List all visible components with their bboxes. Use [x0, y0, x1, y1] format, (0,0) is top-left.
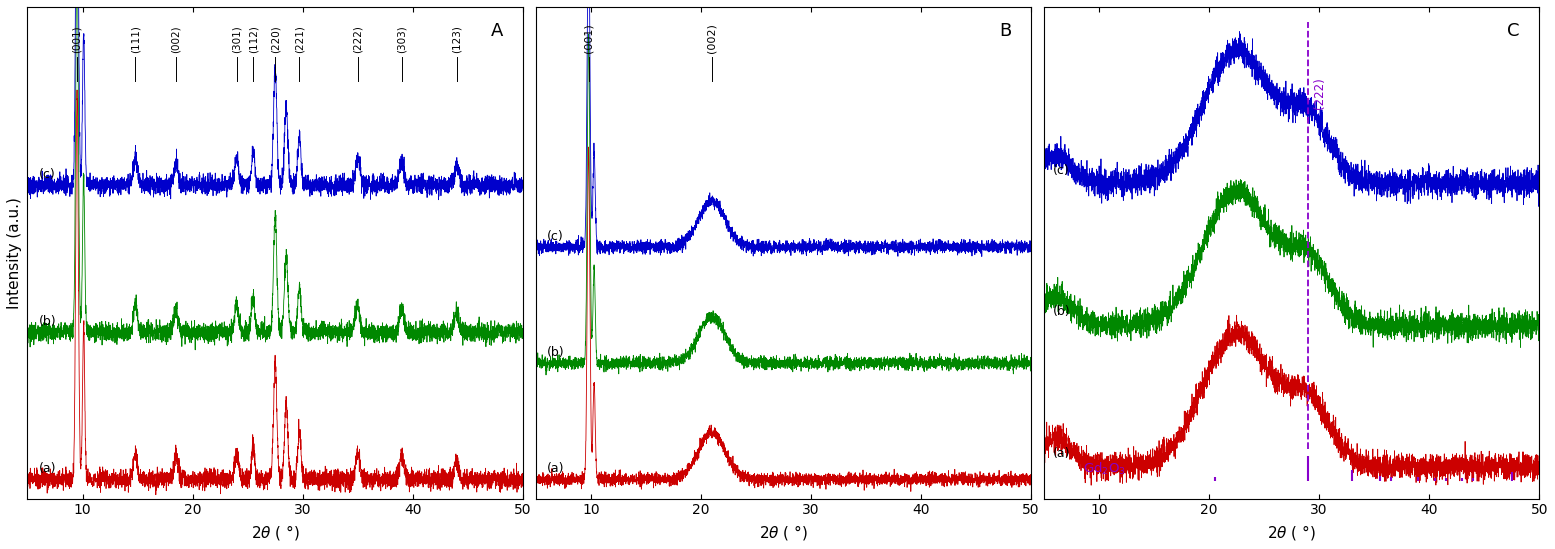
- Text: (a): (a): [39, 462, 56, 475]
- Text: (002): (002): [171, 26, 180, 53]
- Text: (a): (a): [547, 462, 564, 475]
- Text: (001): (001): [583, 24, 594, 53]
- Y-axis label: Intensity (a.u.): Intensity (a.u.): [6, 197, 22, 309]
- X-axis label: $2\theta$ ( °): $2\theta$ ( °): [250, 523, 300, 542]
- Text: (222): (222): [353, 26, 362, 53]
- Text: (001): (001): [72, 26, 82, 53]
- Text: (c): (c): [547, 230, 563, 243]
- Text: (111): (111): [131, 26, 140, 53]
- Text: C: C: [1507, 22, 1519, 40]
- X-axis label: $2\theta$ ( °): $2\theta$ ( °): [759, 523, 809, 542]
- Text: (c): (c): [1053, 164, 1070, 177]
- Text: (301): (301): [232, 26, 241, 53]
- Text: (c): (c): [39, 168, 56, 181]
- Text: (002): (002): [708, 24, 717, 53]
- X-axis label: $2\theta$ ( °): $2\theta$ ( °): [1267, 523, 1316, 542]
- Text: (b): (b): [547, 346, 564, 359]
- Text: A: A: [491, 22, 502, 40]
- Text: (123): (123): [453, 26, 462, 53]
- Text: Gd$_2$O$_3$: Gd$_2$O$_3$: [1082, 461, 1126, 478]
- Text: (220): (220): [271, 26, 280, 53]
- Text: (222): (222): [1312, 78, 1325, 109]
- Text: (112): (112): [249, 26, 258, 53]
- Text: (a): (a): [1053, 447, 1070, 460]
- Text: (221): (221): [294, 26, 305, 53]
- Text: (303): (303): [397, 26, 407, 53]
- Text: (b): (b): [1053, 305, 1070, 318]
- Text: B: B: [998, 22, 1011, 40]
- Text: (b): (b): [39, 315, 56, 328]
